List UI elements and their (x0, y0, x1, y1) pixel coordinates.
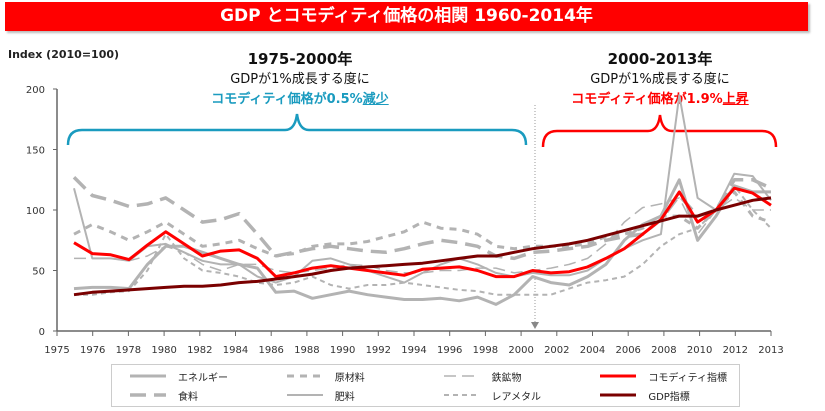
x-tick-label: 2008 (651, 345, 676, 356)
legend-item: 原材料 (286, 368, 365, 384)
legend-swatch (286, 374, 323, 378)
right-bracket (541, 114, 778, 148)
y-tick-label: 100 (26, 206, 45, 217)
right-period-label: 2000-2013年 (607, 50, 713, 68)
legend-swatch (130, 374, 166, 378)
x-tick-label: 1988 (294, 345, 319, 356)
line-chart: 0 50 100 150 200 1975 1976 1978 1980 1982 1984 1986… (26, 85, 784, 356)
legend-swatch (600, 393, 637, 397)
y-tick-label: 50 (32, 267, 45, 278)
left-annotation-line1: GDPが1%成長する度に (230, 72, 370, 87)
x-tick-label: 1986 (258, 345, 283, 356)
chart-title: GDP とコモディティ価格の相関 1960-2014年 (5, 2, 808, 31)
legend-swatch (286, 394, 323, 396)
x-tick-label: 1980 (151, 345, 176, 356)
legend-label: 食料 (178, 391, 198, 403)
right-annotation-main: コモディティ価格が1.9% (571, 92, 723, 107)
x-tick-label: 2010 (687, 345, 712, 356)
legend-label: エネルギー (178, 372, 228, 384)
legend-label: 原材料 (334, 372, 365, 384)
left-annotation-under: 減少 (362, 92, 389, 107)
series-line (73, 190, 772, 258)
series-line (73, 186, 772, 279)
x-tick-label: 1976 (80, 345, 105, 356)
legend-item: エネルギー (130, 368, 228, 384)
x-tick-label: 2012 (723, 345, 748, 356)
legend-swatch (600, 374, 637, 378)
divider-arrow-icon (531, 322, 539, 329)
left-period-label: 1975-2000年 (247, 50, 353, 68)
legend-label: 肥料 (334, 391, 355, 403)
x-tick-label: 1994 (401, 345, 426, 356)
x-tick-label: 2004 (580, 345, 605, 356)
legend-swatch (443, 394, 480, 396)
left-annotation-line2: コモディティ価格が0.5%減少 (160, 88, 440, 107)
x-tick-label: 1998 (473, 345, 498, 356)
right-annotation-line2: コモディティ価格が1.9%上昇 (520, 88, 800, 107)
x-tick-label: 1992 (366, 345, 391, 356)
left-bracket (66, 113, 528, 146)
legend-item: 食料 (130, 387, 198, 403)
x-tick-label: 1996 (437, 345, 462, 356)
x-tick-label: 1984 (223, 345, 248, 356)
y-axis-label: Index (2010=100) (8, 48, 120, 61)
y-tick-label: 200 (26, 85, 45, 96)
right-annotation-line1: GDPが1%成長する度に (590, 72, 730, 87)
x-tick-label: 2000 (508, 345, 533, 356)
legend-item: 肥料 (286, 387, 355, 403)
x-tick-label: 2006 (615, 345, 640, 356)
legend-label: GDP指標 (648, 391, 690, 403)
y-tick-label: 150 (26, 146, 45, 157)
legend-label: レアメタル (491, 391, 542, 403)
legend-item: レアメタル (443, 387, 542, 403)
y-tick-label: 0 (39, 327, 45, 338)
legend: エネルギー 原材料 鉄鉱物 コモディティ指標食料 肥料 レアメタル GDP指標 (111, 364, 740, 407)
right-annotation-under: 上昇 (722, 92, 749, 107)
x-tick-label: 1975 (44, 345, 69, 356)
legend-item: 鉄鉱物 (443, 368, 522, 384)
x-tick-label: 1990 (330, 345, 355, 356)
legend-item: コモディティ指標 (600, 368, 727, 384)
legend-label: コモディティ指標 (648, 372, 728, 384)
x-tick-label: 2013 (758, 345, 783, 356)
x-tick-label: 1978 (116, 345, 141, 356)
legend-item: GDP指標 (600, 387, 690, 403)
legend-swatch (443, 375, 480, 377)
left-annotation-main: コモディティ価格が0.5% (211, 92, 363, 107)
x-tick-label: 2002 (544, 345, 569, 356)
series-line (73, 196, 772, 297)
legend-label: 鉄鉱物 (491, 372, 522, 384)
series-line (73, 94, 772, 284)
x-tick-label: 1982 (187, 345, 212, 356)
legend-swatch (130, 393, 166, 397)
